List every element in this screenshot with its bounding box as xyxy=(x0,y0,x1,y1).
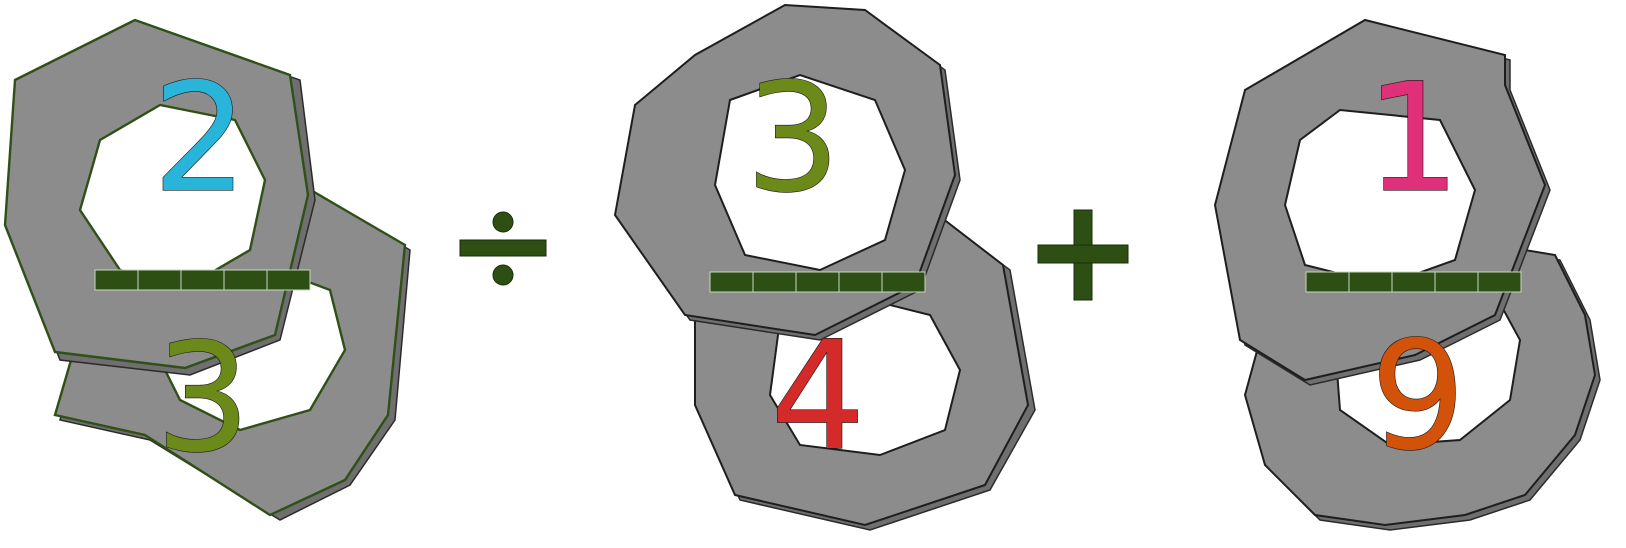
fraction-1-denominator: 3 xyxy=(155,312,250,486)
fraction-2-bar xyxy=(709,271,926,293)
fraction-3-numerator: 1 xyxy=(1365,52,1460,226)
fraction-1-numerator: 2 xyxy=(152,52,247,226)
plus-sign-icon xyxy=(1037,209,1129,301)
fraction-2-denominator: 4 xyxy=(770,310,865,484)
fraction-3-denominator: 9 xyxy=(1370,310,1465,484)
fraction-1: 2 3 xyxy=(3,18,411,521)
fraction-1-bar xyxy=(94,269,311,291)
gear-icon xyxy=(613,3,961,341)
division-sign-icon xyxy=(459,211,547,286)
fraction-2-numerator: 3 xyxy=(745,52,840,226)
fraction-2: 3 4 xyxy=(613,3,1036,531)
gear-icon xyxy=(694,193,1036,531)
fraction-3: 1 9 xyxy=(1213,18,1601,531)
fraction-3-bar xyxy=(1305,271,1522,293)
